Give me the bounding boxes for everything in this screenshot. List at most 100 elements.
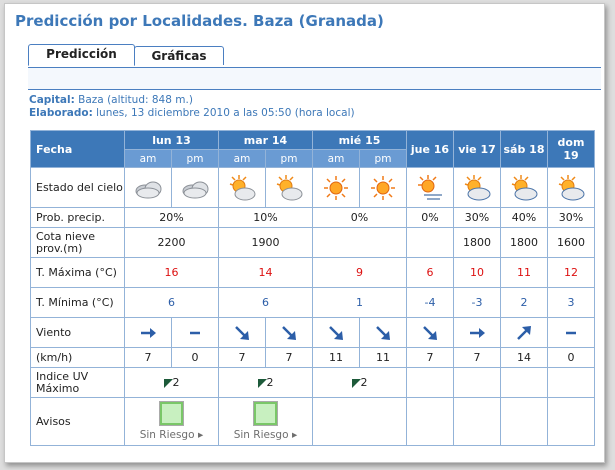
tmin-value: 1 <box>312 287 407 318</box>
row-wind: Viento <box>30 317 595 348</box>
row-sky: Estado del cielo <box>30 167 595 208</box>
row-kmh: (km/h) 7 0 7 7 11 11 7 7 14 0 <box>30 347 595 368</box>
row-avisos: Avisos Sin Riesgo ▸ Sin Riesgo ▸ <box>30 397 595 446</box>
tmax-value: 16 <box>124 257 219 288</box>
snow-value: 2200 <box>124 227 219 258</box>
sun-haze-icon <box>418 174 442 200</box>
uv-value: 2 <box>266 376 274 389</box>
kmh-value: 0 <box>547 347 595 368</box>
tab-prediccion[interactable]: Predicción <box>28 44 135 66</box>
uv-value: 2 <box>360 376 368 389</box>
sun-cloud-icon <box>558 174 585 200</box>
kmh-value: 0 <box>171 347 219 368</box>
tmax-value: 9 <box>312 257 407 288</box>
aviso-cell[interactable]: Sin Riesgo ▸ <box>218 397 313 446</box>
arrow-east-icon <box>141 327 156 338</box>
risk-label: Sin Riesgo <box>139 429 195 441</box>
row-label: T. Máxima (°C) <box>30 257 125 288</box>
sun-icon <box>324 175 348 200</box>
arrow-southeast-icon <box>235 325 249 340</box>
sun-cloud-icon <box>511 174 538 200</box>
snow-value: 1900 <box>218 227 313 258</box>
row-tmin: T. Mínima (°C) 6 6 1 -4 -3 2 3 <box>30 287 595 318</box>
capital-value: Baza (altitud: 848 m.) <box>78 94 193 106</box>
snow-value: 1800 <box>500 227 548 258</box>
kmh-value: 7 <box>124 347 172 368</box>
aviso-cell <box>312 397 407 446</box>
uv-flag-icon <box>257 378 267 388</box>
arrow-east-icon <box>470 327 485 338</box>
uv-value <box>453 367 501 398</box>
row-label: Avisos <box>30 397 125 446</box>
row-snow: Cota nieve prov.(m) 2200 1900 1800 1800 … <box>30 227 595 258</box>
uv-value: 2 <box>172 376 180 389</box>
cloudy-icon <box>182 181 209 198</box>
kmh-value: 11 <box>359 347 407 368</box>
am-header: am <box>312 149 360 168</box>
arrow-northeast-icon <box>517 325 531 340</box>
tmax-value: 14 <box>218 257 313 288</box>
sun-icon <box>371 175 395 200</box>
tmin-value: -3 <box>453 287 501 318</box>
day-header: jue 16 <box>406 130 454 168</box>
tmin-value: 3 <box>547 287 595 318</box>
forecast-panel: Predicción por Localidades. Baza (Granad… <box>4 3 605 463</box>
precip-value: 30% <box>547 207 595 228</box>
tmax-value: 11 <box>500 257 548 288</box>
precip-value: 40% <box>500 207 548 228</box>
aviso-cell <box>453 397 501 446</box>
pm-header: pm <box>265 149 313 168</box>
risk-level-icon <box>159 401 184 426</box>
day-header: mié 15 <box>312 129 407 151</box>
elaborado-value: lunes, 13 diciembre 2010 a las 05:50 (ho… <box>96 107 355 119</box>
risk-label: Sin Riesgo <box>233 429 289 441</box>
tab-graficas[interactable]: Gráficas <box>134 46 224 65</box>
row-label: Cota nieve prov.(m) <box>30 227 125 258</box>
aviso-cell <box>547 397 595 446</box>
cloudy-icon <box>135 181 162 198</box>
aviso-cell <box>500 397 548 446</box>
tmin-value: 2 <box>500 287 548 318</box>
day-header: vie 17 <box>453 130 501 168</box>
day-header: dom 19 <box>547 130 595 168</box>
arrow-southeast-icon <box>423 325 437 340</box>
chevron-right-icon: ▸ <box>198 429 204 441</box>
am-header: am <box>218 149 266 168</box>
uv-flag-icon <box>351 378 361 388</box>
uv-value <box>547 367 595 398</box>
arrow-southeast-icon <box>376 325 390 340</box>
am-header: am <box>124 149 172 168</box>
precip-value: 0% <box>312 207 407 228</box>
row-label: (km/h) <box>30 347 125 368</box>
kmh-value: 7 <box>265 347 313 368</box>
row-label: Indice UV Máximo <box>30 367 125 398</box>
sun-cloud-icon <box>276 174 303 200</box>
precip-value: 10% <box>218 207 313 228</box>
row-tmax: T. Máxima (°C) 16 14 9 6 10 11 12 <box>30 257 595 288</box>
row-label: Viento <box>30 317 125 348</box>
elaborado-line: Elaborado: lunes, 13 diciembre 2010 a la… <box>29 107 355 119</box>
arrow-southeast-icon <box>329 325 343 340</box>
day-header: mar 14 <box>218 129 313 151</box>
kmh-value: 7 <box>406 347 454 368</box>
row-label: Estado del cielo <box>30 167 125 208</box>
chevron-right-icon: ▸ <box>292 429 298 441</box>
tmax-value: 12 <box>547 257 595 288</box>
day-header: lun 13 <box>124 129 219 151</box>
row-uv: Indice UV Máximo 2 2 2 <box>30 367 595 398</box>
fecha-header: Fecha <box>30 130 125 168</box>
elaborado-label: Elaborado: <box>29 107 93 119</box>
calm-dash-icon <box>566 331 576 335</box>
page-title: Predicción por Localidades. Baza (Granad… <box>15 12 384 30</box>
row-precip: Prob. precip. 20% 10% 0% 0% 30% 40% 30% <box>30 207 595 228</box>
aviso-cell[interactable]: Sin Riesgo ▸ <box>124 397 219 446</box>
snow-value: 1800 <box>453 227 501 258</box>
tmax-value: 6 <box>406 257 454 288</box>
snow-value <box>312 227 407 258</box>
tmin-value: 6 <box>218 287 313 318</box>
forecast-table: Fecha lun 13 mar 14 mié 15 jue 16 vie 17… <box>30 129 595 446</box>
snow-value: 1600 <box>547 227 595 258</box>
sun-cloud-icon <box>464 174 491 200</box>
capital-line: Capital: Baza (altitud: 848 m.) <box>29 94 193 106</box>
precip-value: 30% <box>453 207 501 228</box>
